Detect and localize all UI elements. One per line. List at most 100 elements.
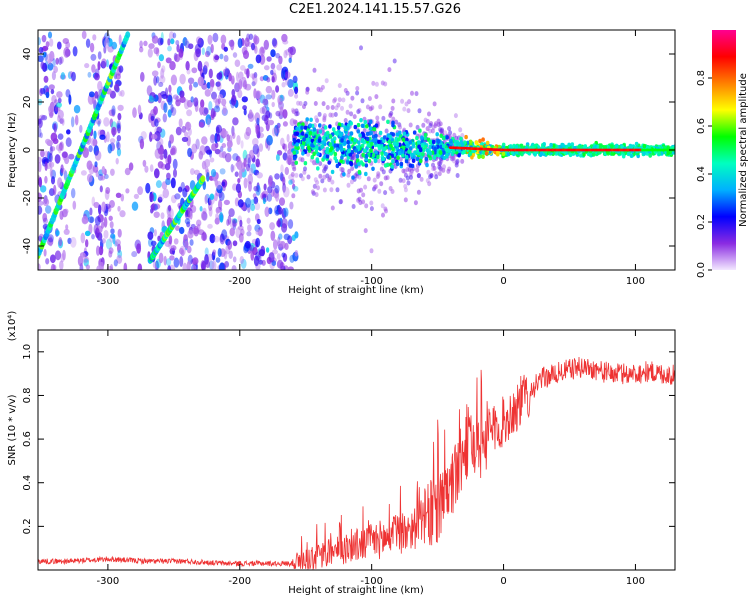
heatmap-cell [294, 172, 299, 178]
heatmap-cell [282, 121, 288, 127]
heatmap-cell [50, 89, 55, 95]
heatmap-cell [369, 248, 374, 254]
heatmap-cell [53, 123, 57, 133]
heatmap-cell [232, 218, 238, 224]
heatmap-cell [221, 98, 227, 107]
heatmap-cell [345, 90, 350, 96]
heatmap-cell [176, 44, 180, 53]
heatmap-cell [186, 221, 191, 228]
heatmap-cell [47, 234, 54, 243]
heatmap-cell [423, 144, 428, 150]
heatmap-cell [214, 178, 219, 186]
colorbar-label: Normalized spectral amplitude [738, 73, 749, 227]
heatmap-cell [359, 118, 363, 123]
heatmap-cell [408, 122, 413, 128]
heatmap-cell [248, 109, 253, 120]
heatmap-cell [162, 113, 168, 123]
heatmap-cell [246, 217, 251, 224]
heatmap-cell [47, 31, 53, 39]
heatmap-cell [391, 116, 396, 122]
heatmap-cell [412, 130, 417, 135]
heatmap-cell [118, 34, 122, 46]
heatmap-cell [455, 141, 460, 146]
heatmap-cell [185, 60, 190, 71]
heatmap-cell [335, 131, 339, 136]
heatmap-cell [312, 127, 317, 132]
heatmap-cell [391, 123, 395, 128]
heatmap-cell [207, 200, 213, 212]
heatmap-cell [88, 91, 95, 98]
heatmap-cell [271, 127, 278, 137]
heatmap-cell [93, 130, 97, 140]
heatmap-cell [109, 221, 114, 229]
heatmap-cell [384, 128, 389, 134]
heatmap-cell [213, 105, 221, 113]
colorbar-tick-label: 0.6 [696, 118, 707, 134]
heatmap-cell [136, 243, 142, 254]
heatmap-cell [159, 138, 164, 147]
heatmap-cell [421, 122, 426, 128]
heatmap-cell [231, 88, 236, 97]
heatmap-cell [375, 115, 380, 121]
heatmap-cell [288, 57, 292, 64]
heatmap-cell [332, 98, 337, 104]
heatmap-cell [270, 230, 276, 241]
heatmap-cell [43, 248, 47, 257]
heatmap-cell [236, 134, 241, 146]
heatmap-cell [333, 112, 338, 117]
heatmap-cell [312, 183, 317, 189]
heatmap-cell [272, 239, 278, 250]
heatmap-cell [352, 114, 357, 120]
heatmap-cell [411, 144, 416, 149]
heatmap-cell [395, 142, 400, 147]
heatmap-cell [357, 196, 362, 202]
heatmap-cell [96, 245, 100, 256]
heatmap-cell [300, 131, 305, 136]
heatmap-cell [361, 132, 366, 138]
heatmap-cell [355, 86, 360, 91]
heatmap-cell [61, 151, 68, 158]
heatmap-cell [109, 138, 116, 144]
heatmap-cell [378, 104, 383, 110]
heatmap-cell [64, 156, 70, 165]
heatmap-cell [216, 72, 223, 80]
heatmap-cell [211, 143, 217, 152]
heatmap-cell [514, 144, 519, 150]
heatmap-cell [92, 34, 97, 41]
heatmap-cell [210, 168, 217, 178]
heatmap-cell [167, 109, 172, 118]
heatmap-cell [147, 231, 154, 240]
heatmap-cell [104, 37, 110, 49]
heatmap-cell [362, 128, 367, 134]
y-tick-label: 20 [22, 96, 33, 109]
heatmap-cell [369, 200, 374, 206]
heatmap-cell [292, 137, 297, 143]
heatmap-cell [172, 158, 178, 170]
heatmap-cell [333, 156, 338, 161]
heatmap-cell [374, 123, 379, 128]
heatmap-cell [168, 31, 175, 41]
heatmap-cell [193, 225, 200, 237]
heatmap-cell [49, 166, 53, 178]
heatmap-cell [434, 174, 439, 180]
heatmap-cell [94, 91, 99, 99]
heatmap-cell [175, 126, 182, 136]
heatmap-cell [318, 123, 322, 128]
heatmap-cell [223, 199, 230, 206]
heatmap-cell [93, 72, 100, 81]
heatmap-cell [72, 200, 77, 210]
heatmap-cell [365, 104, 370, 110]
heatmap-cell [84, 63, 90, 69]
heatmap-cell [147, 48, 153, 58]
heatmap-cell [108, 215, 113, 221]
heatmap-cell [519, 143, 524, 148]
heatmap-cell [97, 80, 103, 91]
heatmap-cell [351, 175, 355, 180]
heatmap-cell [229, 218, 236, 229]
heatmap-cell [192, 264, 197, 270]
heatmap-cell [169, 134, 174, 144]
heatmap-cell [296, 138, 301, 144]
heatmap-cell [148, 113, 153, 123]
heatmap-cell [179, 256, 184, 268]
heatmap-cell [58, 57, 63, 65]
